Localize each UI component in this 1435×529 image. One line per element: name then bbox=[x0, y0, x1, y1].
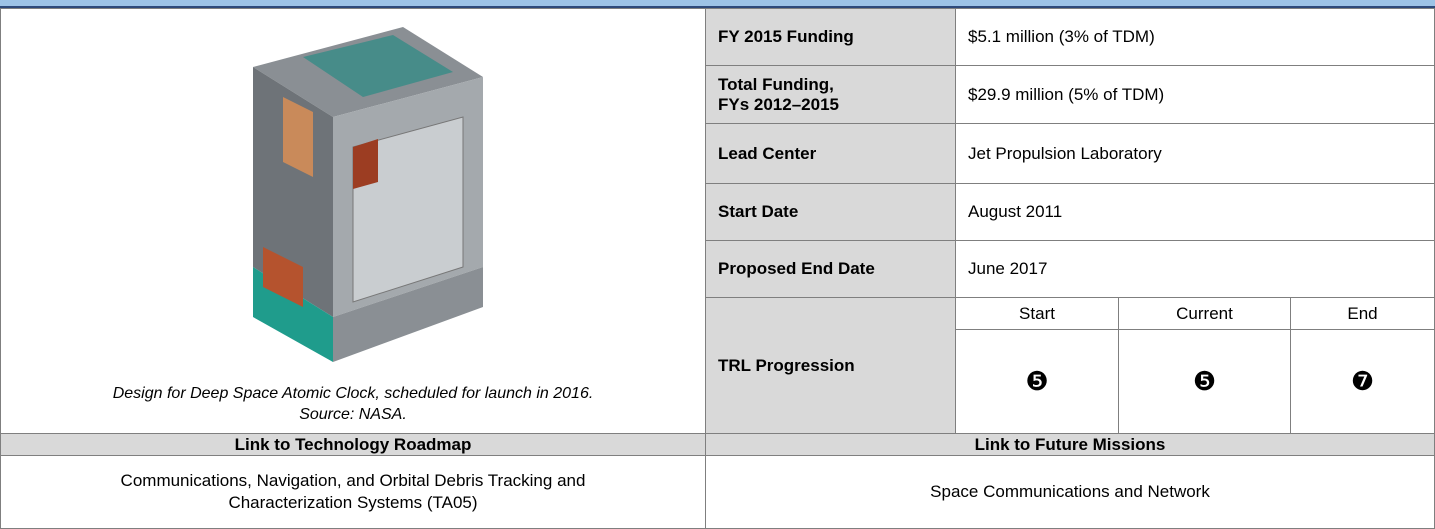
label: FYs 2012–2015 bbox=[718, 95, 955, 115]
page: Design for Deep Space Atomic Clock, sche… bbox=[0, 0, 1435, 529]
trl-header: Current bbox=[1118, 297, 1291, 330]
label-cell: Lead Center bbox=[705, 123, 956, 184]
value-cell: $29.9 million (5% of TDM) bbox=[955, 65, 1435, 124]
value: Jet Propulsion Laboratory bbox=[968, 144, 1434, 164]
trl-header-text: End bbox=[1347, 304, 1377, 324]
trl-value-text: ❺ bbox=[1025, 367, 1048, 397]
value: $29.9 million (5% of TDM) bbox=[968, 85, 1434, 105]
roadmap-text: Communications, Navigation, and Orbital … bbox=[121, 470, 586, 492]
header-cell: Link to Future Missions bbox=[705, 433, 1435, 456]
trl-header: End bbox=[1290, 297, 1435, 330]
trl-header-text: Start bbox=[1019, 304, 1055, 324]
trl-header-text: Current bbox=[1176, 304, 1233, 324]
label: Start Date bbox=[718, 202, 955, 222]
top-band bbox=[0, 0, 1435, 8]
caption-line: Design for Deep Space Atomic Clock, sche… bbox=[1, 383, 705, 404]
value-cell: Jet Propulsion Laboratory bbox=[955, 123, 1435, 184]
caption: Design for Deep Space Atomic Clock, sche… bbox=[1, 383, 705, 425]
trl-value-text: ❼ bbox=[1351, 367, 1374, 397]
roadmap-text: Characterization Systems (TA05) bbox=[228, 492, 477, 514]
caption-line: Source: NASA. bbox=[1, 404, 705, 425]
label: FY 2015 Funding bbox=[718, 27, 955, 47]
value: August 2011 bbox=[968, 202, 1434, 222]
roadmap-cell: Communications, Navigation, and Orbital … bbox=[0, 455, 706, 529]
trl-header: Start bbox=[955, 297, 1119, 330]
label: Lead Center bbox=[718, 144, 955, 164]
clock-illustration bbox=[153, 17, 553, 367]
value: June 2017 bbox=[968, 259, 1434, 279]
label-cell: FY 2015 Funding bbox=[705, 8, 956, 66]
header: Link to Future Missions bbox=[975, 435, 1166, 455]
header-cell: Link to Technology Roadmap bbox=[0, 433, 706, 456]
trl-value: ❺ bbox=[1118, 329, 1291, 434]
trl-value-text: ❺ bbox=[1193, 367, 1216, 397]
header: Link to Technology Roadmap bbox=[235, 435, 472, 455]
missions-cell: Space Communications and Network bbox=[705, 455, 1435, 529]
label-cell: Total Funding,FYs 2012–2015 bbox=[705, 65, 956, 124]
label: Proposed End Date bbox=[718, 259, 955, 279]
label-cell: Proposed End Date bbox=[705, 240, 956, 298]
missions-text: Space Communications and Network bbox=[930, 482, 1210, 502]
value-cell: $5.1 million (3% of TDM) bbox=[955, 8, 1435, 66]
image-cell: Design for Deep Space Atomic Clock, sche… bbox=[0, 8, 706, 434]
label-cell: TRL Progression bbox=[705, 297, 956, 434]
label-cell: Start Date bbox=[705, 183, 956, 241]
value-cell: August 2011 bbox=[955, 183, 1435, 241]
label: TRL Progression bbox=[718, 356, 955, 376]
value-cell: June 2017 bbox=[955, 240, 1435, 298]
trl-value: ❼ bbox=[1290, 329, 1435, 434]
label: Total Funding, bbox=[718, 75, 955, 95]
trl-value: ❺ bbox=[955, 329, 1119, 434]
value: $5.1 million (3% of TDM) bbox=[968, 27, 1434, 47]
